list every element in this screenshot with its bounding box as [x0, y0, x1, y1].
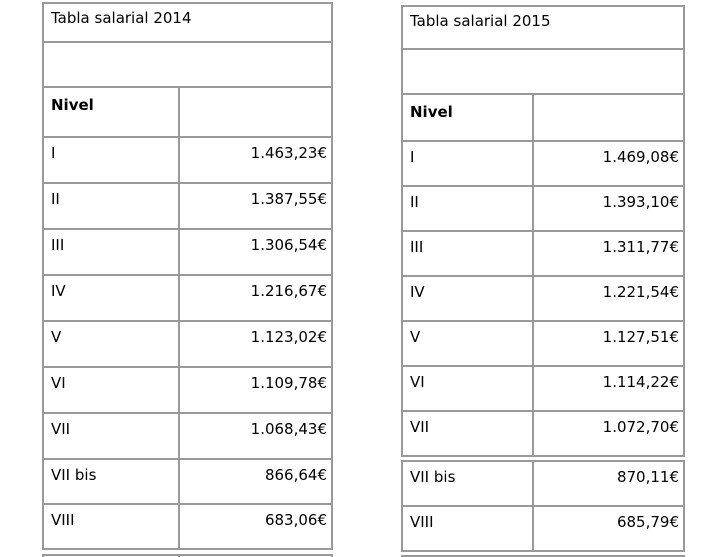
level-column-header: Nivel: [410, 103, 453, 121]
level-label: VII: [51, 420, 71, 438]
level-label: I: [51, 144, 56, 162]
salary-value: 1.311,77€: [532, 232, 683, 275]
level-row-iv: IV 1.221,54€: [401, 275, 685, 322]
level-row-vii: VII 1.072,70€: [401, 410, 685, 457]
level-label: I: [410, 148, 415, 166]
salary-value: 1.463,23€: [178, 138, 331, 182]
salary-value: 1.216,67€: [178, 276, 331, 320]
level-label: IV: [51, 282, 66, 300]
level-label: III: [51, 236, 65, 254]
salary-value: 1.306,54€: [178, 230, 331, 274]
level-row-vi: VI 1.114,22€: [401, 365, 685, 412]
salary-table-2015: Tabla salarial 2015 Nivel I 1.469,08€ II 1.…: [401, 5, 685, 557]
salary-value: 1.221,54€: [532, 277, 683, 320]
level-row-vii: VII 1.068,43€: [42, 412, 333, 460]
level-label: VIII: [410, 513, 434, 531]
level-row-ii: II 1.393,10€: [401, 185, 685, 232]
level-label: VII bis: [51, 466, 97, 484]
salary-value: 1.469,08€: [532, 142, 683, 185]
level-label: VII bis: [410, 468, 456, 486]
salary-value: 683,06€: [178, 505, 331, 548]
salary-value: 1.123,02€: [178, 322, 331, 366]
level-row-iii: III 1.311,77€: [401, 230, 685, 277]
level-label: IV: [410, 283, 425, 301]
level-label: V: [410, 328, 421, 346]
empty-cell: [403, 50, 683, 93]
salary-value: 1.387,55€: [178, 184, 331, 228]
salary-value: 1.072,70€: [532, 412, 683, 455]
salary-value: 1.109,78€: [178, 368, 331, 412]
salary-value: 1.114,22€: [532, 367, 683, 410]
salary-value: 1.068,43€: [178, 414, 331, 458]
level-label: III: [410, 238, 424, 256]
empty-row: [401, 48, 685, 95]
empty-cell: [44, 43, 331, 86]
level-row-iv: IV 1.216,67€: [42, 274, 333, 322]
level-label: V: [51, 328, 62, 346]
level-label: VII: [410, 418, 430, 436]
level-row-i: I 1.463,23€: [42, 136, 333, 184]
level-label: VI: [51, 374, 66, 392]
salary-table-2014: Tabla salarial 2014 Nivel I 1.463,23€ II 1.…: [42, 2, 333, 557]
value-column-header: [532, 95, 683, 140]
value-column-header: [178, 88, 331, 136]
table-title: Tabla salarial 2014: [51, 9, 192, 27]
level-row-viii: VIII 683,06€: [42, 503, 333, 550]
salary-value: 866,64€: [178, 460, 331, 503]
level-row-vii-bis: VII bis 870,11€: [401, 460, 685, 507]
salary-value: 870,11€: [532, 462, 683, 505]
salary-value: 685,79€: [532, 507, 683, 550]
empty-row: [42, 41, 333, 88]
level-label: VIII: [51, 511, 75, 529]
table-title: Tabla salarial 2015: [410, 12, 551, 30]
level-row-vi: VI 1.109,78€: [42, 366, 333, 414]
salary-value: 1.393,10€: [532, 187, 683, 230]
level-row-v: V 1.123,02€: [42, 320, 333, 368]
level-row-i: I 1.469,08€: [401, 140, 685, 187]
level-row-viii: VIII 685,79€: [401, 505, 685, 552]
header-row: Nivel: [42, 86, 333, 138]
level-row-ii: II 1.387,55€: [42, 182, 333, 230]
level-label: II: [410, 193, 419, 211]
clipped-bottom-row: [401, 555, 685, 557]
header-row: Nivel: [401, 93, 685, 142]
level-column-header: Nivel: [51, 96, 94, 114]
level-row-iii: III 1.306,54€: [42, 228, 333, 276]
level-row-vii-bis: VII bis 866,64€: [42, 458, 333, 505]
salary-value: 1.127,51€: [532, 322, 683, 365]
level-label: VI: [410, 373, 425, 391]
table-title-row: Tabla salarial 2014: [42, 2, 333, 43]
level-row-v: V 1.127,51€: [401, 320, 685, 367]
table-title-row: Tabla salarial 2015: [401, 5, 685, 50]
level-label: II: [51, 190, 60, 208]
